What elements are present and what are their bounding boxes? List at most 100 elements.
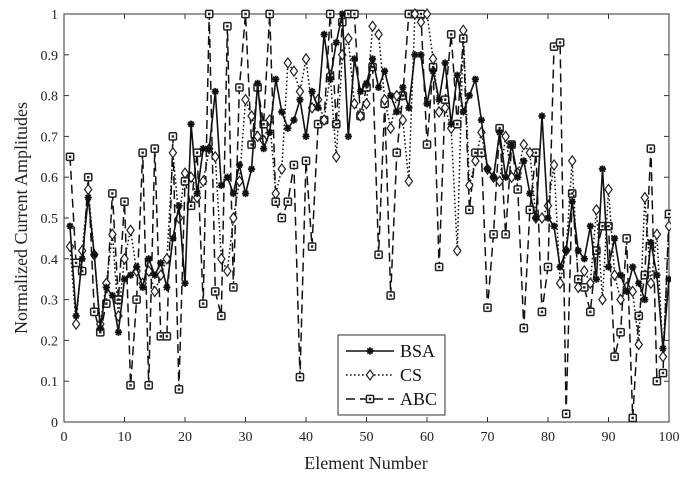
point-bsa <box>260 145 268 153</box>
point-abc-center <box>540 310 544 314</box>
point-cs <box>168 146 178 159</box>
point-abc-center <box>74 261 78 265</box>
point-abc-center <box>667 212 671 216</box>
point-bsa <box>320 30 328 38</box>
y-tick-label: 0.1 <box>41 375 59 390</box>
point-bsa <box>405 104 413 112</box>
point-cs <box>398 114 408 127</box>
point-bsa <box>181 279 189 287</box>
point-bsa <box>157 259 165 267</box>
point-bsa <box>254 79 262 87</box>
point-abc-center <box>238 86 241 89</box>
x-tick-label: 10 <box>118 430 132 445</box>
point-bsa <box>72 312 80 320</box>
point-abc-center <box>595 249 598 252</box>
y-tick-label: 0 <box>51 416 58 431</box>
point-abc-center <box>329 12 332 16</box>
y-tick-label: 0.7 <box>41 130 59 145</box>
point-abc-center <box>335 122 338 126</box>
point-bsa <box>544 214 552 222</box>
point-bsa <box>302 132 310 140</box>
series-line-cs <box>69 13 670 358</box>
point-cs <box>646 277 656 290</box>
point-bsa <box>356 87 365 96</box>
point-cs <box>386 122 396 135</box>
point-abc-center <box>141 151 144 154</box>
point-bsa <box>556 263 564 271</box>
point-bsa <box>447 120 455 128</box>
point-cs <box>271 187 281 200</box>
point-abc-center <box>93 310 96 314</box>
point-bsa <box>102 283 110 291</box>
point-cs <box>434 105 444 118</box>
point-cs <box>392 89 402 102</box>
point-cs <box>579 265 589 278</box>
point-bsa <box>278 108 286 116</box>
point-bsa <box>586 222 594 230</box>
point-bsa <box>133 263 141 271</box>
point-bsa <box>338 10 346 18</box>
point-abc-center <box>250 143 253 146</box>
point-bsa <box>532 214 540 222</box>
point-cs <box>440 101 450 114</box>
point-abc-center <box>195 151 199 154</box>
point-bsa <box>477 116 486 124</box>
point-bsa <box>266 128 274 136</box>
point-abc-center <box>583 286 586 289</box>
point-abc-center <box>504 233 507 236</box>
point-cs <box>198 175 208 188</box>
point-cs <box>452 244 462 257</box>
point-cs <box>277 163 287 176</box>
point-cs <box>283 56 293 69</box>
point-cs <box>519 138 529 151</box>
point-bsa <box>145 255 153 263</box>
legend-label-abc: ABC <box>400 389 437 409</box>
point-abc-center <box>214 290 217 293</box>
point-bsa <box>344 132 352 140</box>
point-abc-center <box>419 12 423 16</box>
point-abc-center <box>159 335 162 338</box>
point-cs <box>428 52 438 65</box>
point-bsa <box>223 173 231 181</box>
point-abc-center <box>661 371 665 375</box>
point-bsa <box>471 75 479 83</box>
point-bsa <box>417 51 425 59</box>
point-bsa <box>423 100 431 108</box>
point-abc-center <box>232 286 235 289</box>
legend: BSA CS ABC <box>337 334 446 416</box>
legend-marker-bsa <box>366 347 374 355</box>
point-abc-center <box>625 237 628 240</box>
x-tick-label: 30 <box>239 430 253 445</box>
point-abc-center <box>407 12 411 16</box>
point-abc-center <box>534 151 538 154</box>
point-abc-center <box>147 384 150 387</box>
point-bsa <box>272 75 280 83</box>
point-cs <box>331 150 341 163</box>
x-tick-label: 20 <box>178 430 192 445</box>
point-cs <box>241 93 250 106</box>
point-cs <box>350 97 359 110</box>
point-bsa <box>429 67 437 75</box>
point-cs <box>120 252 129 265</box>
point-bsa <box>235 161 244 169</box>
point-abc-center <box>274 200 277 203</box>
point-abc-center <box>310 245 314 248</box>
x-tick-label: 90 <box>602 430 616 445</box>
point-cs <box>289 65 299 78</box>
point-cs <box>162 252 172 265</box>
series-bsa <box>66 10 671 353</box>
point-bsa <box>151 271 159 279</box>
point-bsa <box>483 165 492 173</box>
point-abc-center <box>486 306 489 309</box>
point-cs <box>652 228 662 241</box>
point-abc-center <box>619 331 622 334</box>
y-tick-label: 0.6 <box>41 171 59 186</box>
point-abc-center <box>613 355 616 358</box>
point-abc-center <box>371 65 374 69</box>
point-abc-center <box>298 375 302 379</box>
point-cs <box>356 109 365 123</box>
point-cs <box>223 265 232 278</box>
point-cs <box>422 7 432 21</box>
point-abc-center <box>347 12 350 16</box>
